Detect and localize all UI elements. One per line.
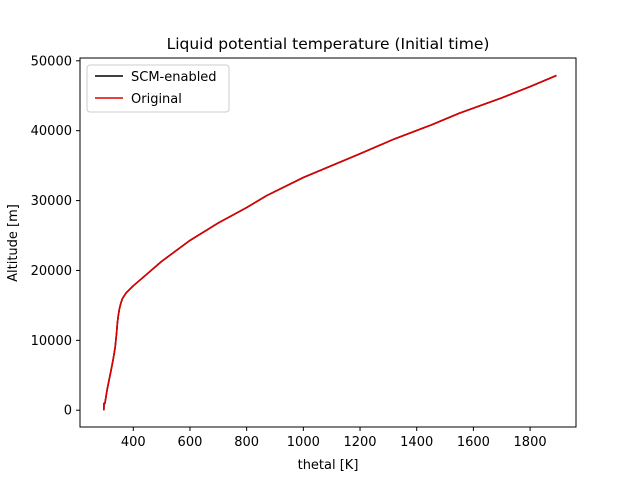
y-tick-label: 30000 bbox=[31, 194, 72, 209]
x-tick-label: 1200 bbox=[343, 435, 376, 450]
x-tick-label: 800 bbox=[234, 435, 259, 450]
x-tick-label: 400 bbox=[121, 435, 146, 450]
legend-label-original: Original bbox=[131, 92, 182, 107]
x-axis-label: thetal [K] bbox=[298, 458, 359, 473]
legend-label-scm-enabled: SCM-enabled bbox=[131, 70, 217, 85]
y-axis-ticks: 0 10000 20000 30000 40000 50000 bbox=[31, 54, 80, 419]
x-tick-label: 1400 bbox=[400, 435, 433, 450]
plot-frame bbox=[79, 57, 577, 428]
x-tick-label: 600 bbox=[178, 435, 203, 450]
x-tick-label: 1600 bbox=[457, 435, 490, 450]
y-tick-label: 40000 bbox=[31, 124, 72, 139]
x-tick-label: 1800 bbox=[514, 435, 547, 450]
legend: SCM-enabled Original bbox=[86, 64, 230, 113]
y-tick-label: 0 bbox=[64, 404, 72, 419]
x-tick-label: 1000 bbox=[287, 435, 320, 450]
y-axis-label: Altitude [m] bbox=[6, 204, 21, 282]
chart-title: Liquid potential temperature (Initial ti… bbox=[167, 35, 490, 53]
y-tick-label: 50000 bbox=[31, 54, 72, 69]
series-line-original bbox=[103, 74, 557, 411]
x-axis-ticks: 400 600 800 1000 1200 1400 1600 1800 bbox=[121, 427, 547, 450]
series-layer bbox=[103, 74, 557, 411]
plot-area: 400 600 800 1000 1200 1400 1600 1800 0 10000 2000… bbox=[31, 54, 577, 450]
y-tick-label: 20000 bbox=[31, 264, 72, 279]
y-tick-label: 10000 bbox=[31, 334, 72, 349]
